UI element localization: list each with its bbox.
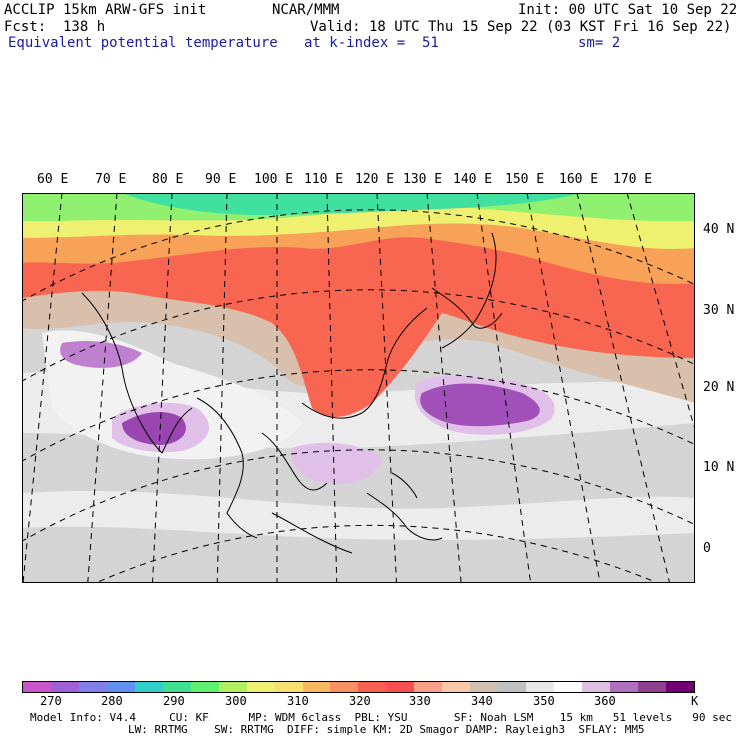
lon-label: 80 E xyxy=(152,172,184,187)
lon-label: 150 E xyxy=(505,172,545,187)
colorbar-swatch xyxy=(23,682,51,692)
colorbar-swatch xyxy=(470,682,499,692)
coastlines xyxy=(81,232,503,554)
map-frame xyxy=(22,193,695,583)
colorbar-swatch xyxy=(50,682,79,692)
init-time: Init: 00 UTC Sat 10 Sep 22 xyxy=(518,2,738,18)
field-name: Equivalent potential temperature xyxy=(8,35,278,51)
colorbar-tick: 350 xyxy=(533,694,555,708)
colorbar-unit: K xyxy=(691,694,699,708)
colorbar-swatch xyxy=(414,682,443,692)
colorbar-tick: 340 xyxy=(471,694,493,708)
theta-e-map xyxy=(22,193,695,583)
colorbar-swatch xyxy=(134,682,163,692)
forecast-hour: Fcst: 138 h xyxy=(4,19,106,35)
colorbar-tick: 320 xyxy=(349,694,371,708)
colorbar-swatch xyxy=(106,682,135,692)
colorbar-swatch xyxy=(302,682,331,692)
colorbar-swatch xyxy=(442,682,471,692)
colorbar-tick: 330 xyxy=(409,694,431,708)
lon-label: 100 E xyxy=(254,172,294,187)
equatorial-band xyxy=(22,490,695,541)
colorbar-tick: 270 xyxy=(40,694,62,708)
colorbar-swatch xyxy=(358,682,387,692)
colorbar-swatch xyxy=(610,682,638,692)
colorbar-swatch xyxy=(665,682,694,692)
lat-label: 20 N xyxy=(703,380,735,395)
lat-label: 10 N xyxy=(703,460,735,475)
org-label: NCAR/MMM xyxy=(272,2,340,18)
lon-label: 160 E xyxy=(559,172,599,187)
lon-label: 70 E xyxy=(95,172,127,187)
lon-label: 170 E xyxy=(613,172,653,187)
lon-label: 130 E xyxy=(403,172,443,187)
colorbar-swatch xyxy=(218,682,247,692)
colorbar-swatch xyxy=(554,682,583,692)
colorbar-swatch xyxy=(526,682,555,692)
colorbar-swatch xyxy=(274,682,303,692)
colorbar-tick: 310 xyxy=(287,694,309,708)
lon-label: 140 E xyxy=(453,172,493,187)
level-label: at k-index = 51 xyxy=(304,35,439,51)
lat-label: 40 N xyxy=(703,222,735,237)
colorbar-tick: 300 xyxy=(225,694,247,708)
colorbar-swatch xyxy=(246,682,275,692)
colorbar-tick: 360 xyxy=(594,694,616,708)
pacific-purple xyxy=(420,383,540,427)
scs-lilac xyxy=(291,442,382,485)
colorbar xyxy=(22,681,695,693)
colorbar-swatch xyxy=(162,682,191,692)
india-north-purple xyxy=(60,341,142,368)
lat-label: 30 N xyxy=(703,303,735,318)
lon-label: 90 E xyxy=(205,172,237,187)
lon-label: 60 E xyxy=(37,172,69,187)
graticule xyxy=(22,193,695,583)
lat-label: 0 xyxy=(703,541,711,556)
colorbar-swatch xyxy=(386,682,415,692)
model-info-line2: LW: RRTMG SW: RRTMG DIFF: simple KM: 2D … xyxy=(128,723,645,736)
colorbar-tick: 290 xyxy=(163,694,185,708)
colorbar-tick: 280 xyxy=(101,694,123,708)
smoothing-label: sm= 2 xyxy=(578,35,621,51)
lon-label: 120 E xyxy=(355,172,395,187)
valid-time: Valid: 18 UTC Thu 15 Sep 22 (03 KST Fri … xyxy=(310,19,732,35)
colorbar-swatch xyxy=(330,682,359,692)
colorbar-swatch xyxy=(582,682,611,692)
model-title: ACCLIP 15km ARW-GFS init xyxy=(4,2,207,18)
colorbar-swatch xyxy=(637,682,666,692)
model-info-line1: Model Info: V4.4 CU: KF MP: WDM 6class P… xyxy=(30,711,732,724)
colorbar-swatch xyxy=(78,682,107,692)
colorbar-swatch xyxy=(190,682,219,692)
cold-teal xyxy=(122,193,582,215)
colorbar-swatch xyxy=(498,682,527,692)
lon-label: 110 E xyxy=(304,172,344,187)
